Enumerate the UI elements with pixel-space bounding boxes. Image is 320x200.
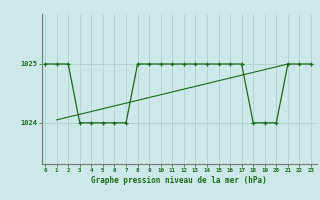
X-axis label: Graphe pression niveau de la mer (hPa): Graphe pression niveau de la mer (hPa)	[91, 176, 267, 185]
